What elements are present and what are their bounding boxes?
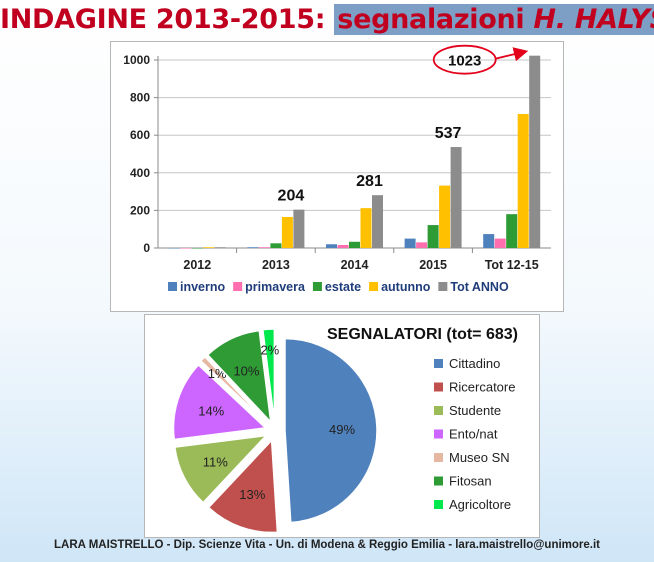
x-tick-label: 2014	[341, 258, 369, 272]
legend-label: Studente	[449, 403, 501, 418]
data-label-total: 281	[356, 173, 383, 190]
bar-estate	[427, 225, 439, 248]
bar-autunno	[439, 185, 451, 248]
legend-swatch	[434, 476, 443, 486]
legend-label: primavera	[245, 280, 306, 294]
y-tick-label: 0	[143, 241, 150, 255]
pie-slice-label: 10%	[233, 363, 259, 378]
bar-chart-panel: 0 200 400 600 800 1000 2012 2013 2014 2015 Tot 12-…	[110, 41, 564, 312]
bar-estate	[270, 243, 282, 248]
legend-swatch	[233, 282, 243, 291]
pie-chart-panel: SEGNALATORI (tot= 683) 49% 13% 11% 14% 1% 10% 2…	[144, 314, 540, 538]
y-tick-label: 400	[130, 166, 150, 180]
pie-slice-cittadino	[284, 337, 378, 524]
pie-slice-museo-sn	[199, 355, 269, 425]
legend-label: Tot ANNO	[450, 280, 509, 294]
pie-slice-label: 14%	[198, 403, 224, 418]
title-species: H. HALYS	[533, 4, 654, 35]
title-highlight: segnalazioni H. HALYS	[334, 4, 654, 35]
bar-autunno	[517, 113, 529, 249]
pie-slice-label: 49%	[329, 422, 355, 437]
data-label-total: 537	[435, 125, 462, 142]
title-part-1: INDAGINE 2013-2015:	[0, 4, 335, 35]
pie-slice-label: 13%	[239, 487, 265, 502]
bar-inverno	[168, 248, 180, 249]
bar-tot-anno	[450, 147, 462, 248]
bar-primavera	[494, 238, 506, 248]
pie-slice-fitosan	[206, 329, 272, 425]
page-title: INDAGINE 2013-2015: segnalazioni H. HALY…	[0, 4, 654, 35]
legend-label: Museo SN	[449, 450, 510, 465]
legend-swatch	[438, 282, 448, 291]
legend-label: Agricoltore	[449, 497, 511, 512]
highlight-arrow	[495, 47, 529, 62]
y-tick-label: 1000	[123, 53, 150, 67]
bar-tot-anno	[529, 55, 541, 249]
legend-label: Cittadino	[449, 356, 500, 371]
legend-swatch	[434, 359, 443, 368]
title-part-2a: segnalazioni	[337, 4, 534, 35]
pie-slice-label: 11%	[203, 454, 228, 469]
pie-slice-label: 2%	[260, 342, 279, 357]
legend-swatch	[434, 382, 443, 392]
y-tick-label: 600	[130, 128, 150, 142]
legend-swatch	[434, 429, 443, 439]
legend-label: estate	[325, 280, 361, 294]
data-label-total: 204	[278, 188, 305, 205]
bar-primavera	[258, 247, 270, 248]
bar-autunno	[281, 216, 293, 248]
legend-label: inverno	[180, 280, 226, 294]
bar-inverno	[404, 238, 416, 248]
legend-swatch	[434, 500, 443, 509]
pie-slice-agricoltore	[262, 328, 276, 422]
bar-inverno	[483, 234, 495, 248]
legend-swatch	[369, 282, 379, 291]
bar-inverno	[326, 244, 337, 248]
legend-label: autunno	[381, 280, 431, 294]
bar-tot-anno	[372, 195, 383, 248]
bar-estate	[191, 248, 203, 249]
bar-estate	[349, 241, 360, 248]
legend-swatch	[168, 282, 177, 291]
legend-label: Fitosan	[449, 474, 492, 489]
legend-swatch	[434, 406, 443, 415]
legend-label: Ricercatore	[449, 380, 515, 395]
bar-estate	[506, 214, 518, 248]
legend-swatch	[434, 453, 443, 462]
bar-autunno	[203, 247, 215, 248]
bar-tot-anno	[214, 247, 226, 248]
bar-autunno	[360, 208, 372, 248]
bar-tot-anno	[293, 209, 305, 248]
bar-inverno	[247, 247, 259, 248]
pie-slice-ricercatore	[207, 438, 279, 534]
x-tick-label: Tot 12-15	[485, 258, 539, 272]
bar-chart: 0 200 400 600 800 1000 2012 2013 2014 2015 Tot 12-…	[123, 44, 551, 294]
highlight-circle	[432, 44, 497, 75]
x-tick-label: 2012	[183, 258, 211, 272]
pie-title: SEGNALATORI (tot= 683)	[327, 326, 518, 343]
pie-slice-ento-nat	[172, 363, 268, 441]
y-tick-label: 800	[130, 91, 150, 105]
bar-primavera	[337, 244, 349, 248]
data-label-total: 1023	[448, 53, 481, 70]
bar-primavera	[416, 242, 428, 248]
legend-swatch	[312, 282, 322, 291]
footer-credit: LARA MAISTRELLO - Dip. Scienze Vita - Un…	[53, 539, 601, 551]
x-tick-label: 2013	[262, 258, 290, 272]
bar-primavera	[180, 248, 192, 249]
legend-label: Ento/nat	[449, 427, 498, 442]
pie-slice-studente	[173, 434, 269, 504]
x-tick-label: 2015	[419, 258, 447, 272]
pie-chart: SEGNALATORI (tot= 683)49%13%11%14%1% 10%2…	[172, 326, 518, 534]
y-tick-label: 200	[130, 203, 150, 217]
